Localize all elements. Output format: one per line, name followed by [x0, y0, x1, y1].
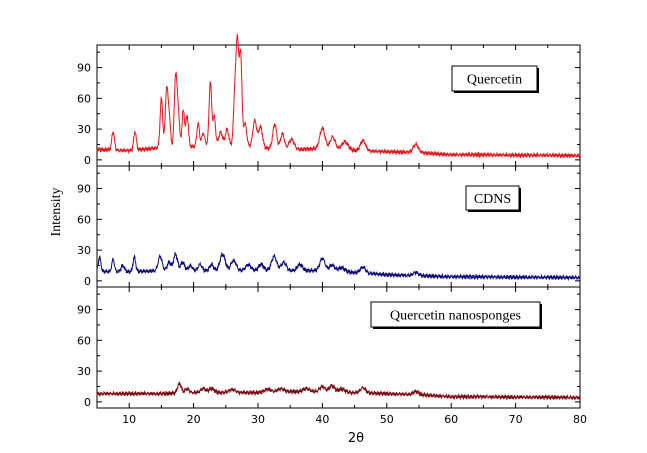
panel-2: 0 30 60 90 CDNS [77, 165, 581, 288]
legend-box [465, 185, 520, 211]
x-axis-label: 2θ [348, 431, 364, 446]
y-tick-label: 60 [77, 213, 91, 226]
legend-label: CDNS [474, 192, 511, 207]
x-tick-label: 60 [444, 413, 458, 426]
y-tick-label: 30 [77, 244, 91, 257]
x-tick-label: 40 [315, 413, 329, 426]
legend-label: Quercetin nanosponges [390, 309, 521, 324]
panels: 0 30 60 90 Quercetin 0 30 60 90 CDNS 0 30 60 90 Querce… [77, 34, 587, 426]
legend-label: Quercetin [467, 73, 522, 88]
x-tick-label: 50 [380, 413, 394, 426]
legend-box [370, 301, 541, 328]
x-tick-label: 30 [251, 413, 265, 426]
panel-frame [96, 286, 581, 409]
y-tick-label: 0 [84, 275, 91, 288]
y-axis-label: Intensity [49, 188, 64, 237]
y-tick-label: 30 [77, 123, 91, 136]
x-tick-label: 10 [122, 413, 136, 426]
y-tick-label: 60 [77, 334, 91, 347]
legend-box [451, 65, 538, 92]
series-line-1 [96, 34, 581, 159]
y-tick-label: 30 [77, 365, 91, 378]
x-tick-label: 20 [187, 413, 201, 426]
y-tick-label: 90 [77, 62, 91, 75]
y-tick-label: 60 [77, 92, 91, 105]
series-line-3 [96, 381, 581, 401]
y-tick-label: 90 [77, 304, 91, 317]
y-tick-label: 0 [84, 154, 91, 167]
y-tick-label: 0 [84, 396, 91, 409]
panel-1: 0 30 60 90 Quercetin [77, 34, 581, 167]
series-line-2 [96, 251, 581, 282]
x-tick-label: 70 [509, 413, 523, 426]
x-tick-label: 80 [573, 413, 587, 426]
panel-3: 0 30 60 90 Quercetin nanosponges 10 20 30 40 50 60… [77, 286, 587, 426]
y-tick-label: 90 [77, 183, 91, 196]
